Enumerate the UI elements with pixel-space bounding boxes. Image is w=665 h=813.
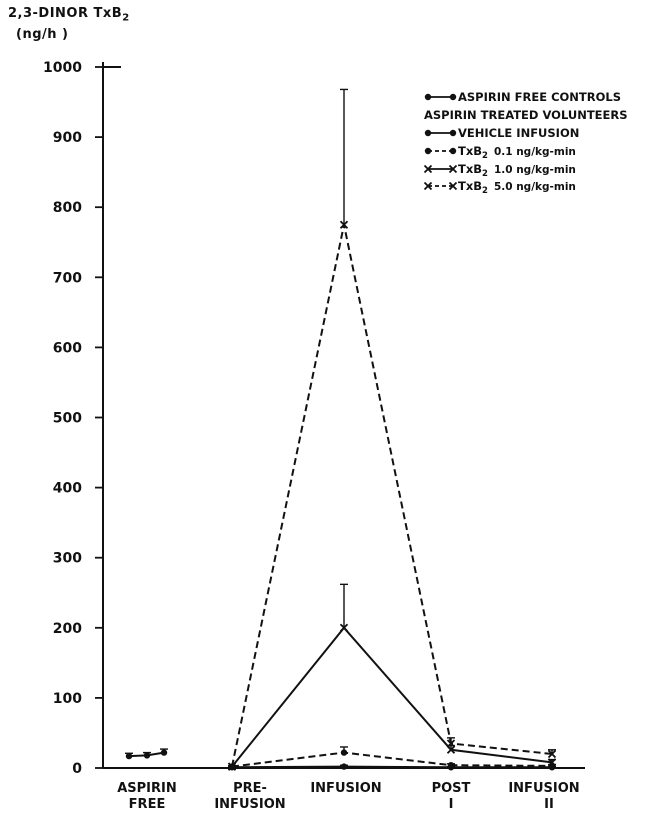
series-line — [231, 224, 553, 767]
x-label-line2: FREE — [129, 797, 166, 812]
legend-label-0: ASPIRIN FREE CONTROLS — [458, 90, 621, 104]
data-point — [423, 181, 433, 191]
series-1 — [228, 763, 556, 771]
series-3 — [227, 583, 557, 771]
legend-label-2: TxB2 0.1 ng/kg-min — [458, 144, 576, 161]
legend-heading: ASPIRIN TREATED VOLUNTEERS — [424, 108, 628, 122]
y-tick-label: 100 — [53, 691, 82, 707]
legend-label-4: TxB2 5.0 ng/kg-min — [458, 179, 576, 196]
data-point — [447, 761, 455, 769]
y-tick-label: 0 — [72, 761, 82, 777]
y-tick-label: 500 — [53, 411, 82, 427]
legend-label-dose: 0.1 ng/kg-min — [494, 146, 576, 158]
x-label-line2: I — [449, 797, 454, 812]
series-line — [231, 751, 553, 768]
y-tick-label: 400 — [53, 481, 82, 497]
x-label-line2: II — [544, 797, 554, 812]
x-label-line1: PRE- — [233, 781, 267, 796]
legend-label-subscript: 2 — [482, 169, 488, 179]
data-point — [160, 749, 168, 756]
data-point — [143, 752, 151, 759]
y-tick-label: 900 — [53, 130, 82, 146]
data-point — [449, 147, 457, 155]
y-tick-label: 1000 — [43, 60, 82, 76]
y-axis-title-subscript: 2 — [122, 12, 130, 24]
data-point — [423, 164, 433, 174]
y-tick-label: 200 — [53, 621, 82, 637]
data-point — [448, 181, 458, 191]
series-layer — [125, 88, 557, 771]
data-point — [449, 93, 457, 101]
series-0 — [125, 748, 168, 760]
x-label-line2: INFUSION — [214, 797, 285, 812]
series-4 — [227, 88, 557, 771]
legend-label-3: TxB2 1.0 ng/kg-min — [458, 162, 576, 179]
x-label-line1: POST — [432, 781, 471, 796]
data-point — [340, 763, 348, 770]
y-axis-title: 2,3-DINOR TxB2 — [8, 6, 130, 24]
data-point — [424, 147, 432, 155]
data-point — [449, 129, 457, 137]
legend-label-subscript: 2 — [482, 151, 488, 161]
data-point — [547, 758, 557, 767]
y-axis-title-text: 2,3-DINOR TxB — [8, 6, 123, 21]
data-point — [424, 93, 432, 101]
data-point — [424, 129, 432, 137]
legend-label-subscript: 2 — [482, 186, 488, 196]
data-point — [340, 749, 348, 756]
data-point — [339, 623, 349, 632]
y-tick-label: 600 — [53, 340, 82, 356]
legend-label-dose: 1.0 ng/kg-min — [494, 164, 576, 176]
legend-label-dose: 5.0 ng/kg-min — [494, 181, 576, 193]
y-tick-label: 700 — [53, 270, 82, 286]
data-point — [339, 220, 349, 229]
y-tick-label: 800 — [53, 200, 82, 216]
y-ticks: 0 100 200 300 400 500 600 700 800 900 1000 — [43, 60, 103, 777]
data-point — [125, 752, 133, 760]
legend-label-1: VEHICLE INFUSION — [458, 126, 579, 140]
x-label-line1: INFUSION — [508, 781, 579, 796]
data-point — [446, 739, 456, 748]
series-line — [231, 765, 552, 769]
data-point — [446, 745, 456, 754]
x-label-line1: ASPIRIN — [117, 781, 177, 796]
y-tick-label: 300 — [53, 551, 82, 567]
y-axis-unit: (ng/h ) — [16, 27, 69, 42]
data-point — [227, 762, 237, 771]
series-line — [231, 626, 553, 768]
x-label-line1: INFUSION — [310, 781, 381, 796]
data-point — [448, 164, 458, 174]
data-point — [547, 749, 557, 759]
